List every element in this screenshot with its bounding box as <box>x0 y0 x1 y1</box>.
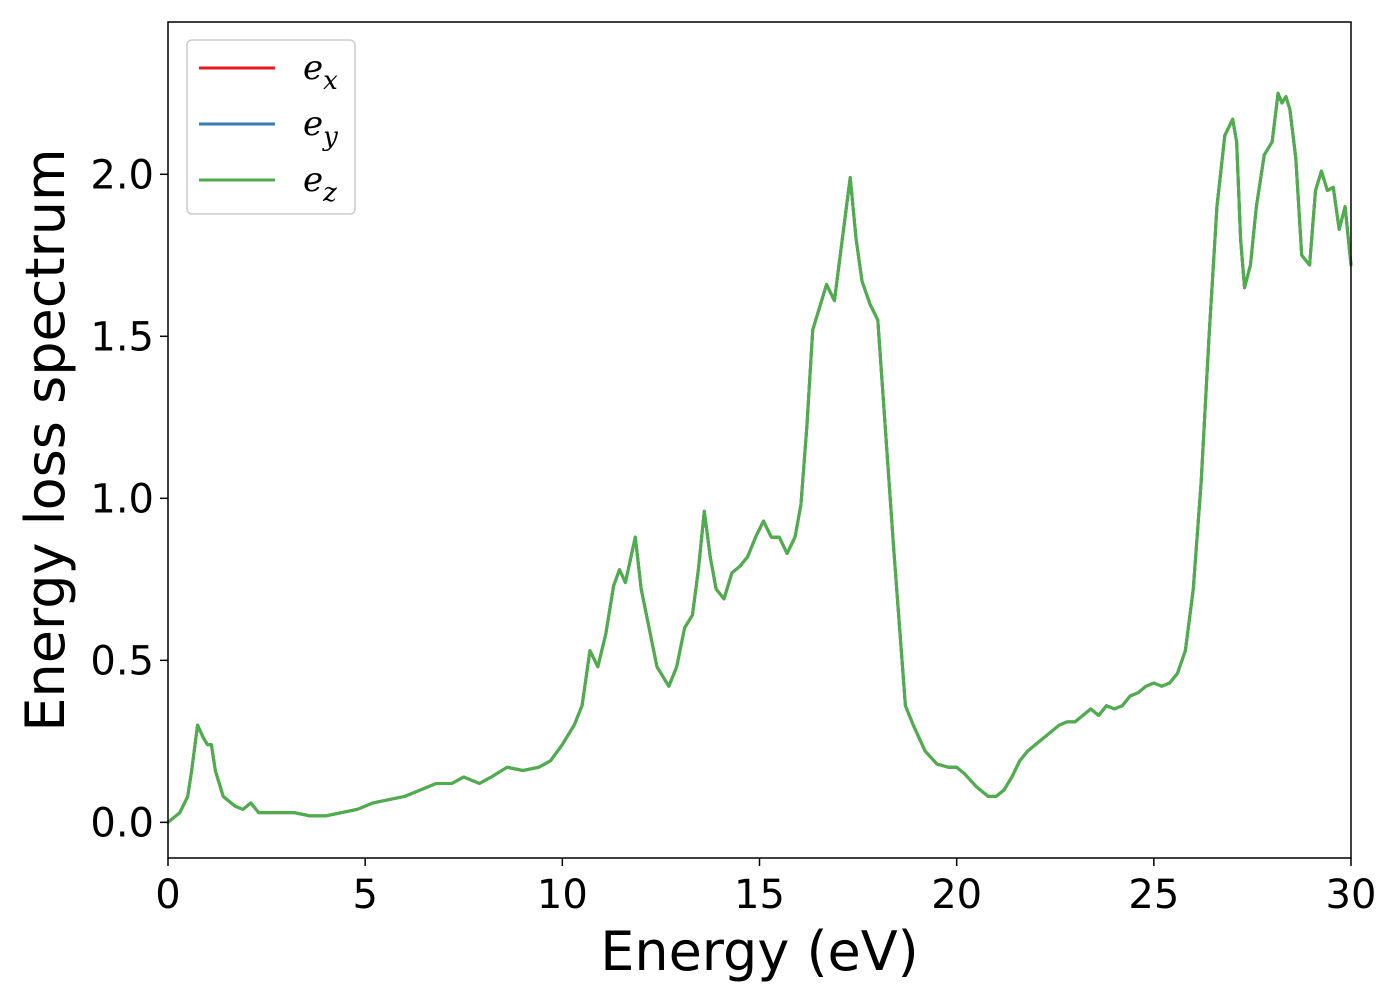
y-tick-label: 1.0 <box>90 476 154 522</box>
plot-area <box>168 22 1351 858</box>
legend-label-e-x: ex <box>303 48 338 96</box>
y-tick-label: 0.5 <box>90 638 154 684</box>
legend-label-e-y: ey <box>303 104 338 152</box>
x-tick-label: 30 <box>1326 872 1377 918</box>
x-tick-label: 0 <box>155 872 180 918</box>
legend: ex ey ez <box>186 39 356 215</box>
series-layer <box>166 91 1353 824</box>
x-tick-label: 20 <box>931 872 982 918</box>
x-tick-label: 15 <box>734 872 785 918</box>
y-tick-label: 1.5 <box>90 314 154 360</box>
x-tick-label: 10 <box>537 872 588 918</box>
y-tick-label: 2.0 <box>90 152 154 198</box>
legend-box <box>186 39 356 215</box>
legend-label-e-z: ez <box>303 160 337 208</box>
x-tick-label: 5 <box>352 872 377 918</box>
y-axis: 0.0 0.5 1.0 1.5 2.0 <box>90 152 168 846</box>
x-axis-label: Energy (eV) <box>600 920 919 983</box>
series-line-e-z <box>166 91 1353 824</box>
x-axis: 0 5 10 15 20 25 30 <box>155 858 1376 918</box>
y-axis-label: Energy loss spectrum <box>14 148 77 731</box>
y-tick-label: 0.0 <box>90 800 154 846</box>
x-tick-label: 25 <box>1128 872 1179 918</box>
